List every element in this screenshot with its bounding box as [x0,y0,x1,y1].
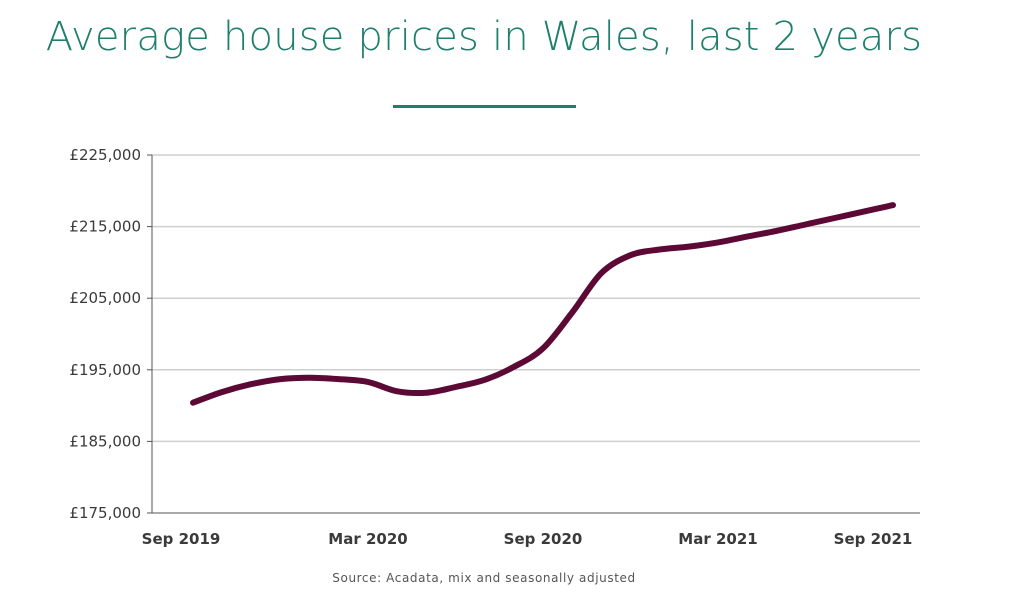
source-note: Source: Acadata, mix and seasonally adju… [332,571,636,585]
x-axis-ticks: Sep 2019 Mar 2020 Sep 2020 Mar 2021 Sep 2021 [142,530,913,548]
x-tick-label: Mar 2021 [678,530,757,548]
x-tick-label: Mar 2020 [328,530,407,548]
y-tick-label: £205,000 [69,289,141,307]
gridlines [152,154,920,443]
x-tick-label: Sep 2020 [504,530,583,548]
y-axis-ticks: £175,000 £185,000 £195,000 £205,000 £215,000… [69,146,152,522]
y-tick-label: £225,000 [69,146,141,164]
y-tick-label: £175,000 [69,504,141,522]
chart-title: Average house prices in Wales, last 2 ye… [45,14,923,60]
axes [151,155,920,514]
y-tick-label: £195,000 [69,361,141,379]
price-line [190,202,896,406]
x-tick-label: Sep 2021 [834,530,913,548]
x-tick-label: Sep 2019 [142,530,221,548]
title-underline [393,105,576,108]
y-tick-label: £215,000 [69,218,141,236]
series [190,202,896,406]
y-tick-label: £185,000 [69,432,141,450]
